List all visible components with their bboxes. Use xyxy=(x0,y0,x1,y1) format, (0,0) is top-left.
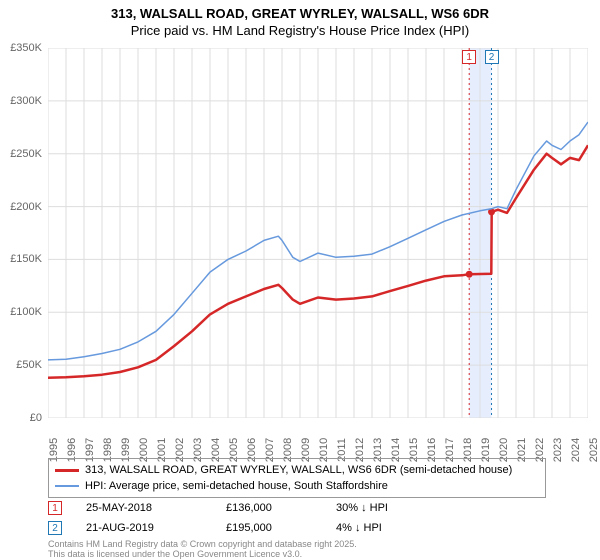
transaction-date: 21-AUG-2019 xyxy=(86,522,226,534)
chart-title: 313, WALSALL ROAD, GREAT WYRLEY, WALSALL… xyxy=(0,0,600,40)
chart-svg xyxy=(48,48,588,418)
transaction-delta: 30% ↓ HPI xyxy=(336,502,446,514)
title-line-1: 313, WALSALL ROAD, GREAT WYRLEY, WALSALL… xyxy=(0,6,600,23)
transaction-price: £195,000 xyxy=(226,522,336,534)
legend-swatch xyxy=(55,485,79,487)
chart-container: 313, WALSALL ROAD, GREAT WYRLEY, WALSALL… xyxy=(0,0,600,560)
x-axis-labels: 1995199619971998199920002001200220032004… xyxy=(48,420,588,460)
transaction-marker: 1 xyxy=(48,501,62,515)
legend-item: HPI: Average price, semi-detached house,… xyxy=(55,478,539,494)
y-tick-label: £150K xyxy=(10,253,42,265)
y-tick-label: £350K xyxy=(10,42,42,54)
marker-label: 2 xyxy=(52,523,58,534)
event-marker: 2 xyxy=(485,50,499,64)
title-line-2: Price paid vs. HM Land Registry's House … xyxy=(0,23,600,40)
y-axis-labels: £0£50K£100K£150K£200K£250K£300K£350K xyxy=(0,48,46,418)
legend-swatch xyxy=(55,469,79,472)
legend-text: HPI: Average price, semi-detached house,… xyxy=(85,480,388,492)
legend-item: 313, WALSALL ROAD, GREAT WYRLEY, WALSALL… xyxy=(55,462,539,478)
transaction-marker: 2 xyxy=(48,521,62,535)
y-tick-label: £300K xyxy=(10,95,42,107)
y-tick-label: £250K xyxy=(10,148,42,160)
chart-plot-area: 12 xyxy=(48,48,588,418)
transaction-delta: 4% ↓ HPI xyxy=(336,522,446,534)
x-tick-label: 2025 xyxy=(588,438,600,462)
legend: 313, WALSALL ROAD, GREAT WYRLEY, WALSALL… xyxy=(48,458,546,498)
table-row: 1 25-MAY-2018 £136,000 30% ↓ HPI xyxy=(48,498,548,518)
transactions-table: 1 25-MAY-2018 £136,000 30% ↓ HPI 2 21-AU… xyxy=(48,498,548,538)
x-tick-label: 2024 xyxy=(570,438,582,462)
transaction-date: 25-MAY-2018 xyxy=(86,502,226,514)
y-tick-label: £200K xyxy=(10,201,42,213)
x-tick-label: 2023 xyxy=(552,438,564,462)
table-row: 2 21-AUG-2019 £195,000 4% ↓ HPI xyxy=(48,518,548,538)
legend-text: 313, WALSALL ROAD, GREAT WYRLEY, WALSALL… xyxy=(85,464,512,476)
transaction-price: £136,000 xyxy=(226,502,336,514)
y-tick-label: £0 xyxy=(30,412,42,424)
y-tick-label: £50K xyxy=(16,359,42,371)
marker-label: 1 xyxy=(52,503,58,514)
event-marker: 1 xyxy=(462,50,476,64)
attribution-line: This data is licensed under the Open Gov… xyxy=(48,550,357,560)
attribution: Contains HM Land Registry data © Crown c… xyxy=(48,540,357,560)
y-tick-label: £100K xyxy=(10,306,42,318)
